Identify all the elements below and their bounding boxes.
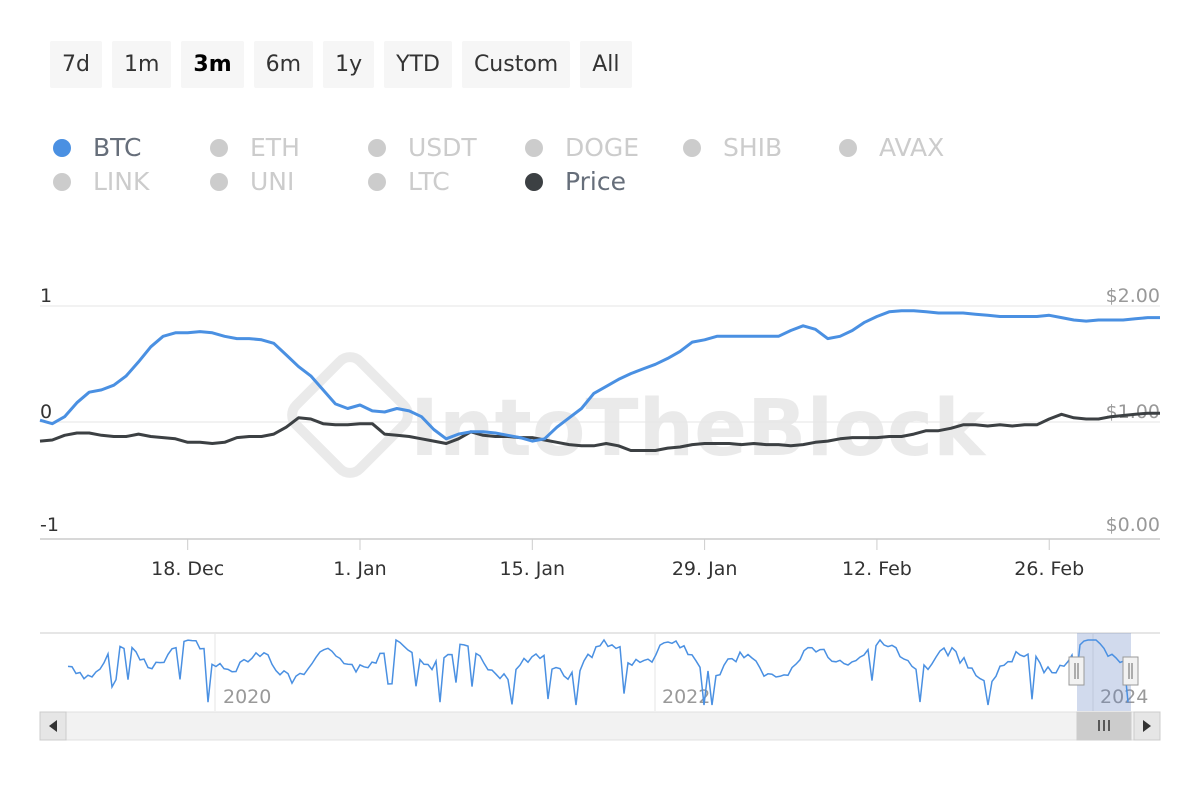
legend-item-ltc[interactable]: LTC [368, 167, 450, 196]
navigator-selected-range[interactable] [1077, 633, 1131, 711]
scrollbar[interactable] [39, 711, 1161, 741]
navigator-handle-left-box[interactable] [1068, 656, 1085, 686]
legend-item-uni[interactable]: UNI [210, 167, 294, 196]
scrollbar-track[interactable] [39, 711, 1161, 741]
navigator-handle-left[interactable] [1068, 656, 1085, 686]
x-tick-label: 26. Feb [1014, 558, 1084, 580]
legend-dot-icon [525, 138, 543, 157]
legend-item-doge[interactable]: DOGE [525, 133, 639, 162]
scroll-right-button[interactable] [1133, 711, 1161, 741]
range-button-1y[interactable]: 1y [323, 41, 375, 88]
scroll-left-button[interactable] [39, 711, 67, 741]
legend-item-eth[interactable]: ETH [210, 133, 300, 162]
x-axis-ticks: 18. Dec 1. Jan 15. Jan 29. Jan 12. Feb 26. Fe… [151, 539, 1084, 580]
legend-dot-icon [839, 138, 857, 157]
x-tick-label: 29. Jan [672, 558, 738, 580]
legend-item-usdt[interactable]: USDT [368, 133, 477, 162]
y-left-tick-label: 0 [40, 401, 52, 423]
legend-label: USDT [408, 133, 477, 162]
x-tick-label: 1. Jan [333, 558, 386, 580]
navigator-year-label: 2024 [1100, 686, 1148, 708]
legend-label: Price [565, 167, 626, 196]
legend-item-shib[interactable]: SHIB [683, 133, 782, 162]
legend-label: DOGE [565, 133, 640, 162]
scrollbar-thumb[interactable] [1076, 711, 1132, 741]
legend-label: LINK [93, 167, 150, 196]
y-right-tick-label: $1.00 [1106, 401, 1160, 423]
x-tick-label: 15. Jan [500, 558, 566, 580]
series-line-btc[interactable] [39, 309, 1160, 443]
legend-dot-icon [525, 172, 543, 191]
watermark: IntoTheBlock [287, 352, 987, 478]
legend-item-btc[interactable]: BTC [53, 133, 141, 162]
legend-label: SHIB [723, 133, 783, 162]
range-button-7d[interactable]: 7d [50, 41, 102, 88]
y-right-tick-label: $0.00 [1106, 514, 1160, 536]
legend-label: AVAX [879, 133, 945, 162]
watermark-text: IntoTheBlock [410, 384, 987, 474]
y-left-tick-label: -1 [40, 514, 59, 536]
legend-label: LTC [408, 167, 450, 196]
range-button-all[interactable]: All [580, 41, 632, 88]
navigator-series-line [67, 638, 1129, 706]
legend-item-avax[interactable]: AVAX [839, 133, 944, 162]
legend-item-link[interactable]: LINK [53, 167, 149, 196]
range-button-3m[interactable]: 3m [181, 41, 244, 88]
x-tick-label: 18. Dec [151, 558, 224, 580]
y-left-tick-label: 1 [40, 285, 52, 307]
navigator-handle-right[interactable] [1122, 656, 1139, 686]
range-selector: 7d 1m 3m 6m 1y YTD Custom All [50, 41, 632, 88]
legend-label: ETH [250, 133, 300, 162]
legend-item-price[interactable]: Price [525, 167, 626, 196]
range-button-ytd[interactable]: YTD [384, 41, 452, 88]
watermark-logo-icon [287, 352, 413, 478]
triangle-right-icon [1143, 720, 1151, 732]
range-button-custom[interactable]: Custom [461, 41, 571, 88]
legend-dot-icon [368, 138, 386, 157]
series-lines [39, 309, 1160, 452]
legend-dot-icon [53, 172, 71, 191]
legend-dot-icon [368, 172, 386, 191]
legend-label: UNI [250, 167, 295, 196]
legend-dot-icon [210, 138, 228, 157]
series-line-price[interactable] [39, 411, 1160, 452]
navigator-year-label: 2022 [662, 686, 710, 708]
navigator: 2020 2022 2024 [40, 632, 1160, 711]
y-right-tick-label: $2.00 [1106, 285, 1160, 307]
legend-dot-icon [210, 172, 228, 191]
range-button-1m[interactable]: 1m [111, 41, 172, 88]
navigator-handle-right-box[interactable] [1122, 656, 1139, 686]
legend-label: BTC [93, 133, 142, 162]
legend-dot-icon [53, 138, 71, 157]
legend-dot-icon [683, 138, 701, 157]
triangle-left-icon [49, 720, 57, 732]
x-tick-label: 12. Feb [842, 558, 912, 580]
navigator-year-label: 2020 [223, 686, 271, 708]
range-button-6m[interactable]: 6m [253, 41, 314, 88]
